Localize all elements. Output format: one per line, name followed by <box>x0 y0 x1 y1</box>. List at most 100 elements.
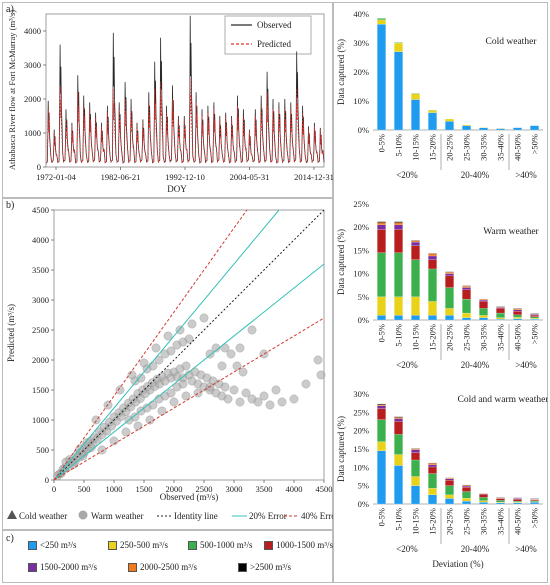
bar-segment <box>445 480 454 486</box>
bar-segment <box>428 110 437 113</box>
scatter-point <box>229 385 239 395</box>
bar-segment <box>530 318 539 320</box>
bar-category-label: >50% <box>530 508 540 528</box>
ts-ytick-label: 2000 <box>24 94 41 104</box>
cold-weather-triangle-icon <box>7 510 17 519</box>
sc-xtick-label: 3000 <box>226 484 243 494</box>
bar-segment <box>377 419 386 442</box>
bar-segment <box>462 487 471 492</box>
bar-segment <box>411 296 420 316</box>
scatter-point <box>265 400 275 410</box>
bar-segment <box>394 224 403 230</box>
bar-ylabel: Data captured (%) <box>336 229 346 295</box>
bar-segment <box>377 252 386 297</box>
warm-weather-bar-chart: 0% 5% 10% 15% 20% 25% Data captured (%) Warm we… <box>336 199 543 370</box>
bar-title: Cold and warm weather <box>457 395 548 405</box>
error-40-upper-line <box>53 209 248 481</box>
bar-segment <box>394 417 403 419</box>
identity-line <box>53 209 325 481</box>
ts-xlabel: DOY <box>167 184 187 194</box>
swatch-icon <box>264 540 273 550</box>
bar-ytick-label: 20% <box>353 222 369 232</box>
sc-xtick-label: 2500 <box>196 484 213 494</box>
sc-ytick-label: 4000 <box>32 235 49 245</box>
bar-segment <box>513 308 522 310</box>
bar-segment <box>445 275 454 288</box>
ts-ytick-label: 3000 <box>24 60 41 70</box>
sc-xlabel: Observed (m³/s) <box>160 492 218 502</box>
bar-group-label: >40% <box>515 360 537 370</box>
bar-category-label: 20-25% <box>445 324 455 351</box>
bar-ytick-label: 25% <box>353 199 369 209</box>
bar-segment <box>428 464 437 468</box>
flow-legend-item: <250 m³/s <box>28 540 77 550</box>
bar-segment <box>462 491 471 499</box>
scatter-point <box>157 406 167 416</box>
scatter-point <box>235 343 245 353</box>
sc-xtick-label: 1500 <box>136 484 153 494</box>
bar-segment <box>496 502 505 503</box>
scatter-point <box>259 349 269 359</box>
bar-segment <box>411 485 420 505</box>
bar-segment <box>496 498 505 501</box>
bar-xlabel: Deviation (%) <box>432 559 483 569</box>
scatter-point <box>211 343 221 353</box>
bar-segment <box>428 112 437 131</box>
bar-segment <box>394 229 403 253</box>
scatter-point <box>226 349 236 359</box>
bar-segment <box>513 309 522 312</box>
scatter-point <box>166 388 176 398</box>
scatter-point <box>97 445 107 455</box>
bar-category-label: 30-35% <box>479 508 489 535</box>
bar-category-label: 10-15% <box>411 324 421 351</box>
bar-category-label: 0-5% <box>377 134 387 152</box>
bar-segment <box>513 498 522 500</box>
bar-segment <box>462 485 471 488</box>
bar-segment <box>394 51 403 131</box>
bar-segment <box>513 314 522 318</box>
scatter-point <box>277 397 287 407</box>
swatch-icon <box>28 562 37 572</box>
bar-segment <box>377 19 386 25</box>
bar-segment <box>462 299 471 314</box>
bar-segment <box>411 448 420 450</box>
bar-category-label: 5-10% <box>394 134 404 157</box>
sc-legend: Cold weather Warm weather Identity line … <box>7 510 333 521</box>
flow-legend-item: 2000-2500 m³/s <box>128 562 197 572</box>
bar-ytick-label: 30% <box>353 389 369 399</box>
error-40-lower-line <box>53 317 325 481</box>
bar-segment <box>411 459 420 477</box>
ts-xtick-label: 1992-12-10 <box>165 172 205 182</box>
bar-segment <box>394 42 403 44</box>
bar-segment <box>479 127 488 131</box>
scatter-point <box>154 355 164 365</box>
bar-category-label: 35-40% <box>496 134 506 161</box>
flow-legend: <250 m³/s 250-500 m³/s 500-1000 m³/s 100… <box>2 530 333 583</box>
sc-plot-area <box>53 209 325 481</box>
bar-segment <box>479 308 488 316</box>
bar-segment <box>411 240 420 243</box>
bar-group-label: >40% <box>515 170 537 180</box>
bar-segment <box>445 118 454 122</box>
bar-ytick-label: 15% <box>353 245 369 255</box>
scatter-point <box>205 382 215 392</box>
bar-segment <box>445 287 454 309</box>
bar-ytick-label: 10% <box>353 269 369 279</box>
bar-ytick-label: 15% <box>353 444 369 454</box>
scatter-point <box>187 319 197 329</box>
sc-ytick-label: 1500 <box>32 385 49 395</box>
bar-segment <box>428 494 437 505</box>
bar-group-label: >40% <box>515 544 537 554</box>
bar-segment <box>445 272 454 274</box>
bar-category-label: 15-20% <box>428 134 438 161</box>
bar-group-label: <20% <box>396 360 418 370</box>
swatch-icon <box>188 540 197 550</box>
ts-legend: Observed Predicted <box>224 15 312 55</box>
bar-segment <box>496 307 505 309</box>
bar-segment <box>394 434 403 455</box>
bar-segment <box>394 252 403 297</box>
sc-legend-warm: Warm weather <box>91 511 144 521</box>
scatter-point <box>238 367 248 377</box>
bar-ytick-label: 0% <box>358 499 369 509</box>
bar-category-label: 35-40% <box>496 324 506 351</box>
